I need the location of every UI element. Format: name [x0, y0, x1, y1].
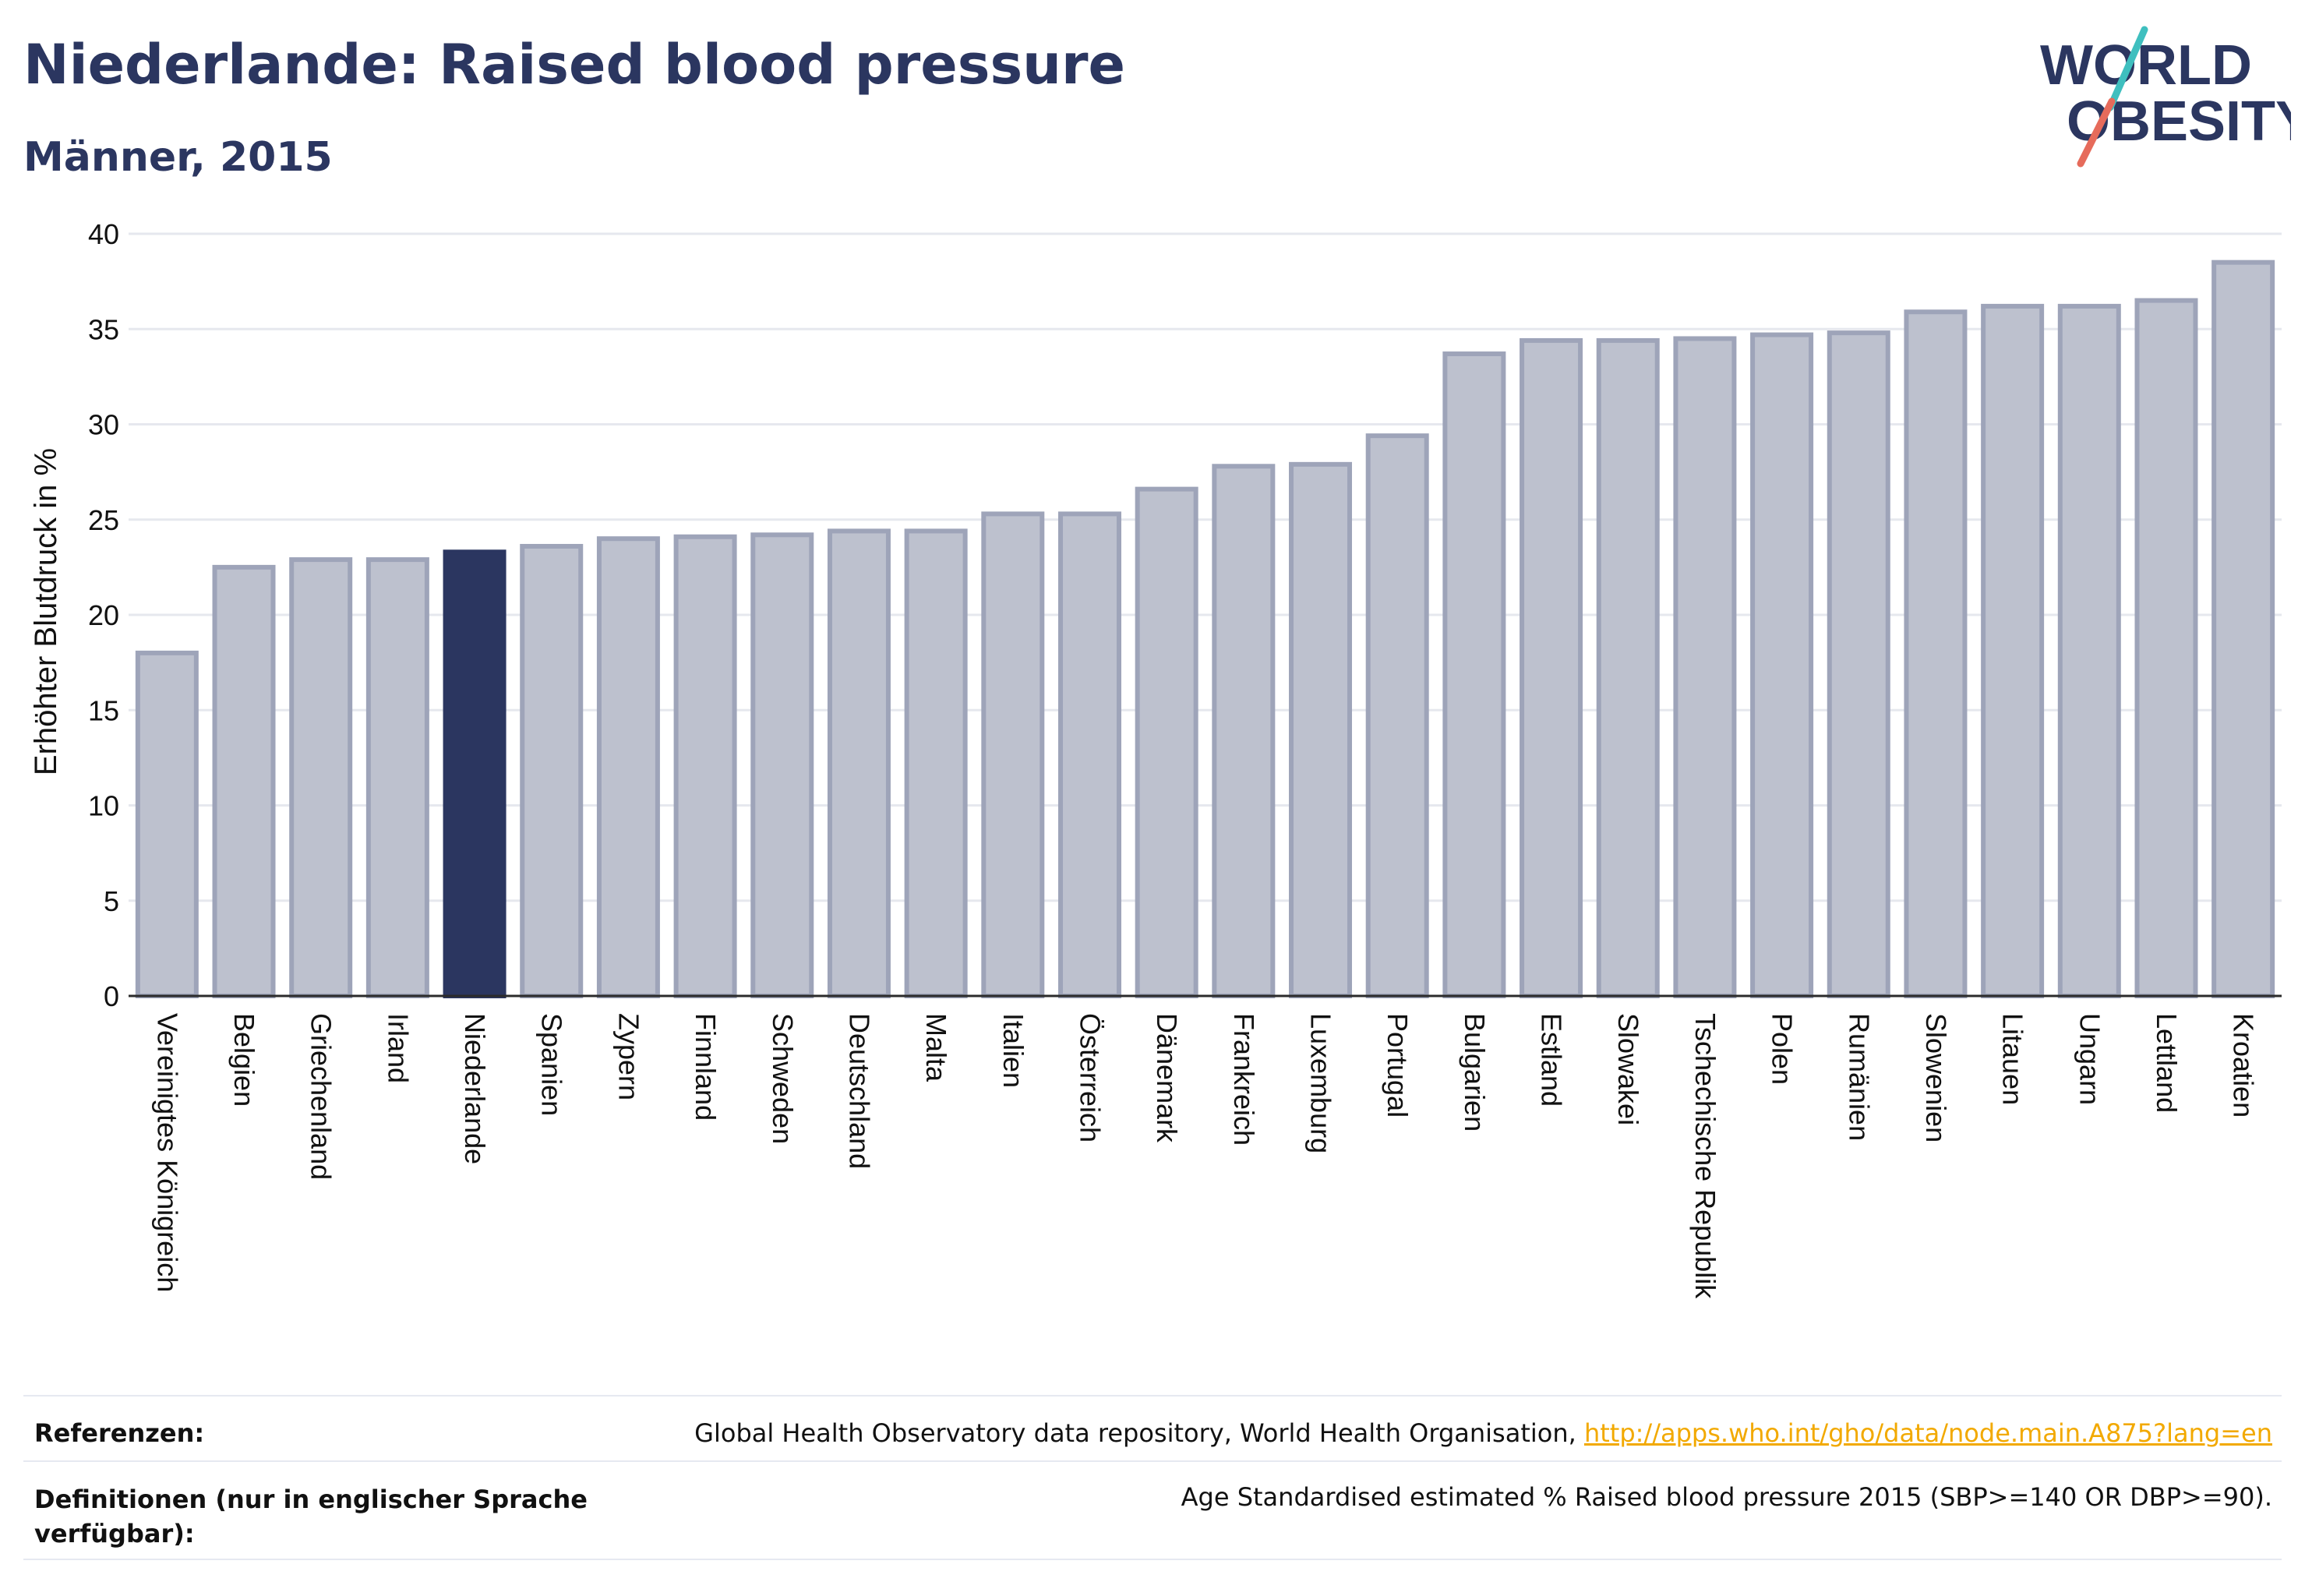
x-tick-label: Zypern: [612, 1013, 644, 1100]
bar-schweden: [750, 532, 814, 998]
x-tick-label: Dänemark: [1151, 1013, 1183, 1143]
bar-zypern: [596, 536, 660, 998]
logo-slash-coral: [2077, 97, 2116, 168]
bar-deutschland: [827, 528, 891, 998]
bar-österreich: [1057, 511, 1121, 998]
bar-niederlande: [443, 549, 507, 998]
x-tick-label: Ungarn: [2074, 1013, 2106, 1105]
bar-kroatien: [2211, 260, 2275, 998]
bar-slowakei: [1596, 337, 1660, 999]
y-tick-label: 40: [88, 218, 119, 250]
y-tick-label: 35: [88, 313, 119, 345]
x-tick-label: Rumänien: [1843, 1013, 1875, 1141]
y-tick-labels: 0 5 10 15 20 25 30 35 40: [88, 218, 119, 1012]
references-label: Referenzen:: [34, 1418, 205, 1448]
x-tick-label: Luxemburg: [1305, 1013, 1337, 1153]
bar-estland: [1520, 337, 1583, 999]
footer-divider-middle: [23, 1460, 2282, 1462]
x-tick-label: Finnland: [690, 1013, 722, 1121]
x-tick-label: Estland: [1536, 1013, 1568, 1107]
definitions-label: Definitionen (nur in englischer Sprache …: [34, 1485, 588, 1548]
x-tick-label: Italien: [997, 1013, 1029, 1088]
bar-lettland: [2134, 298, 2198, 998]
y-tick-label: 0: [104, 980, 119, 1012]
x-tick-label: Portugal: [1382, 1013, 1414, 1118]
x-tick-label: Bulgarien: [1459, 1013, 1491, 1132]
x-tick-label: Tschechische Republik: [1689, 1013, 1721, 1299]
bar-luxemburg: [1289, 461, 1353, 998]
x-tick-label: Lettland: [2151, 1013, 2183, 1113]
x-tick-label: Griechenland: [305, 1013, 337, 1180]
y-tick-label: 15: [88, 694, 119, 726]
x-tick-label: Litauen: [1997, 1013, 2029, 1105]
world-obesity-logo: WORLD OBESITY: [2040, 26, 2291, 168]
y-axis-label: Erhöhter Blutdruck in %: [29, 448, 63, 775]
x-tick-label: Schweden: [767, 1013, 799, 1144]
definitions-text: Age Standardised estimated % Raised bloo…: [1181, 1482, 2272, 1512]
bar-malta: [904, 528, 968, 998]
logo-line1: WORLD: [2040, 34, 2252, 97]
bar-finnland: [673, 534, 737, 998]
bar-griechenland: [289, 557, 353, 998]
x-tick-label: Irland: [382, 1013, 414, 1083]
x-tick-labels: Vereinigtes Königreich Belgien Griechenlan…: [151, 1013, 2259, 1299]
footer-divider-top: [23, 1395, 2282, 1396]
bar-bulgarien: [1442, 351, 1506, 999]
bar-frankreich: [1212, 464, 1276, 998]
x-tick-label: Polen: [1767, 1013, 1798, 1085]
logo-slash-teal: [2106, 26, 2148, 111]
x-tick-label: Belgien: [228, 1013, 260, 1107]
y-tick-label: 5: [104, 885, 119, 917]
x-tick-label: Deutschland: [843, 1013, 875, 1169]
bar-dänemark: [1135, 486, 1198, 998]
y-tick-label: 25: [88, 504, 119, 536]
bar-vereinigtes-königreich: [135, 650, 199, 999]
x-tick-label: Kroatien: [2228, 1013, 2260, 1118]
bar-slowenien: [1904, 309, 1968, 998]
bar-polen: [1750, 332, 1814, 998]
bar-irland: [365, 557, 429, 998]
x-tick-label: Österreich: [1074, 1013, 1106, 1142]
x-tick-label: Spanien: [536, 1013, 568, 1116]
bar-belgien: [212, 564, 276, 998]
y-tick-label: 30: [88, 409, 119, 441]
bar-italien: [981, 511, 1045, 998]
footer-divider-bottom: [23, 1559, 2282, 1560]
bar-spanien: [520, 543, 584, 998]
bar-tschechische-republik: [1673, 336, 1737, 999]
bar-litauen: [1981, 303, 2045, 999]
references-source: Global Health Observatory data repositor…: [694, 1418, 1584, 1448]
y-tick-label: 20: [88, 599, 119, 631]
x-tick-label: Slowenien: [1920, 1013, 1952, 1142]
x-tick-label: Slowakei: [1612, 1013, 1644, 1125]
x-tick-label: Niederlande: [459, 1013, 491, 1164]
references-link[interactable]: http://apps.who.int/gho/data/node.main.A…: [1583, 1418, 2272, 1448]
references-text: Global Health Observatory data repositor…: [694, 1418, 2272, 1448]
y-tick-label: 10: [88, 790, 119, 822]
bar-ungarn: [2057, 303, 2121, 999]
bars-layer: [135, 260, 2275, 999]
bar-rumänien: [1827, 330, 1890, 998]
chart-subtitle: Männer, 2015: [23, 134, 333, 181]
x-tick-label: Malta: [920, 1013, 952, 1082]
x-tick-label: Frankreich: [1228, 1013, 1260, 1146]
chart-title: Niederlande: Raised blood pressure: [23, 33, 1125, 97]
bar-chart: 0 5 10 15 20 25 30 35 40 Vereinigtes Königreich B…: [29, 218, 2282, 1299]
bar-portugal: [1365, 433, 1429, 998]
x-tick-label: Vereinigtes Königreich: [151, 1013, 183, 1292]
